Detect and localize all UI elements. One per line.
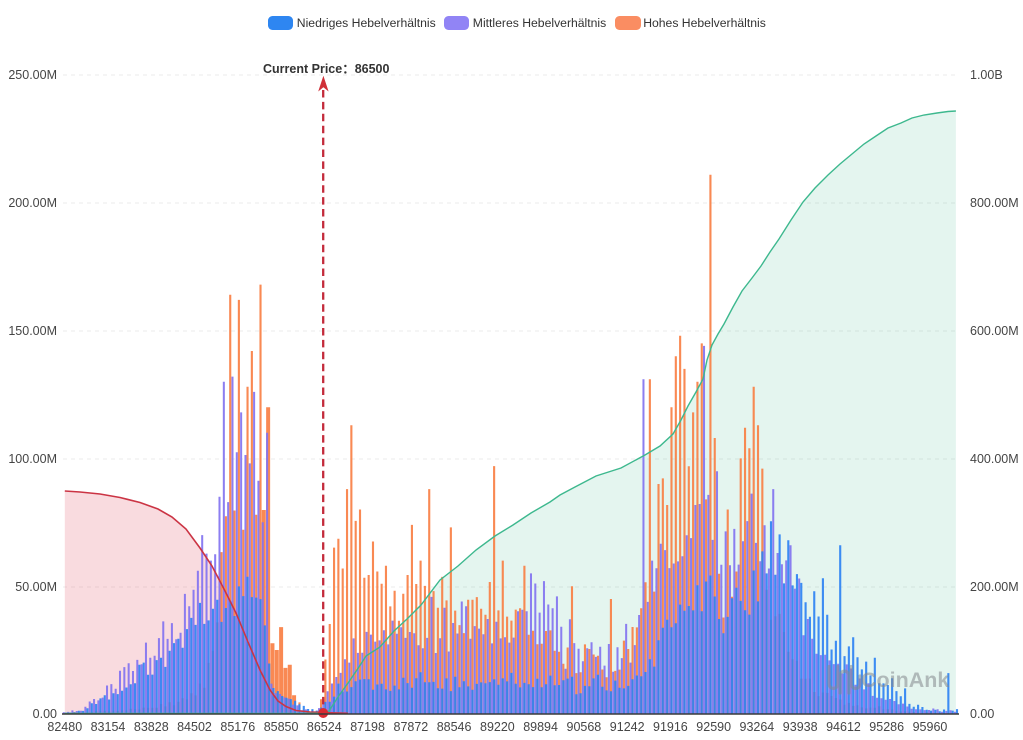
svg-text:CoinAnk: CoinAnk: [861, 668, 949, 692]
